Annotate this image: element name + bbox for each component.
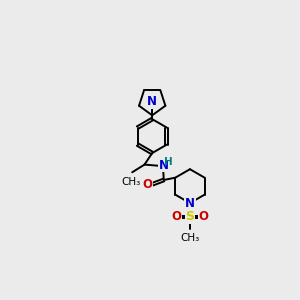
Text: CH₃: CH₃	[121, 177, 140, 187]
Text: H: H	[164, 157, 173, 166]
Text: N: N	[147, 95, 157, 108]
Text: O: O	[199, 211, 209, 224]
Text: N: N	[185, 196, 195, 210]
Text: CH₃: CH₃	[180, 233, 200, 243]
Text: O: O	[142, 178, 153, 191]
Text: O: O	[171, 211, 181, 224]
Text: N: N	[159, 159, 169, 172]
Text: S: S	[185, 211, 194, 224]
